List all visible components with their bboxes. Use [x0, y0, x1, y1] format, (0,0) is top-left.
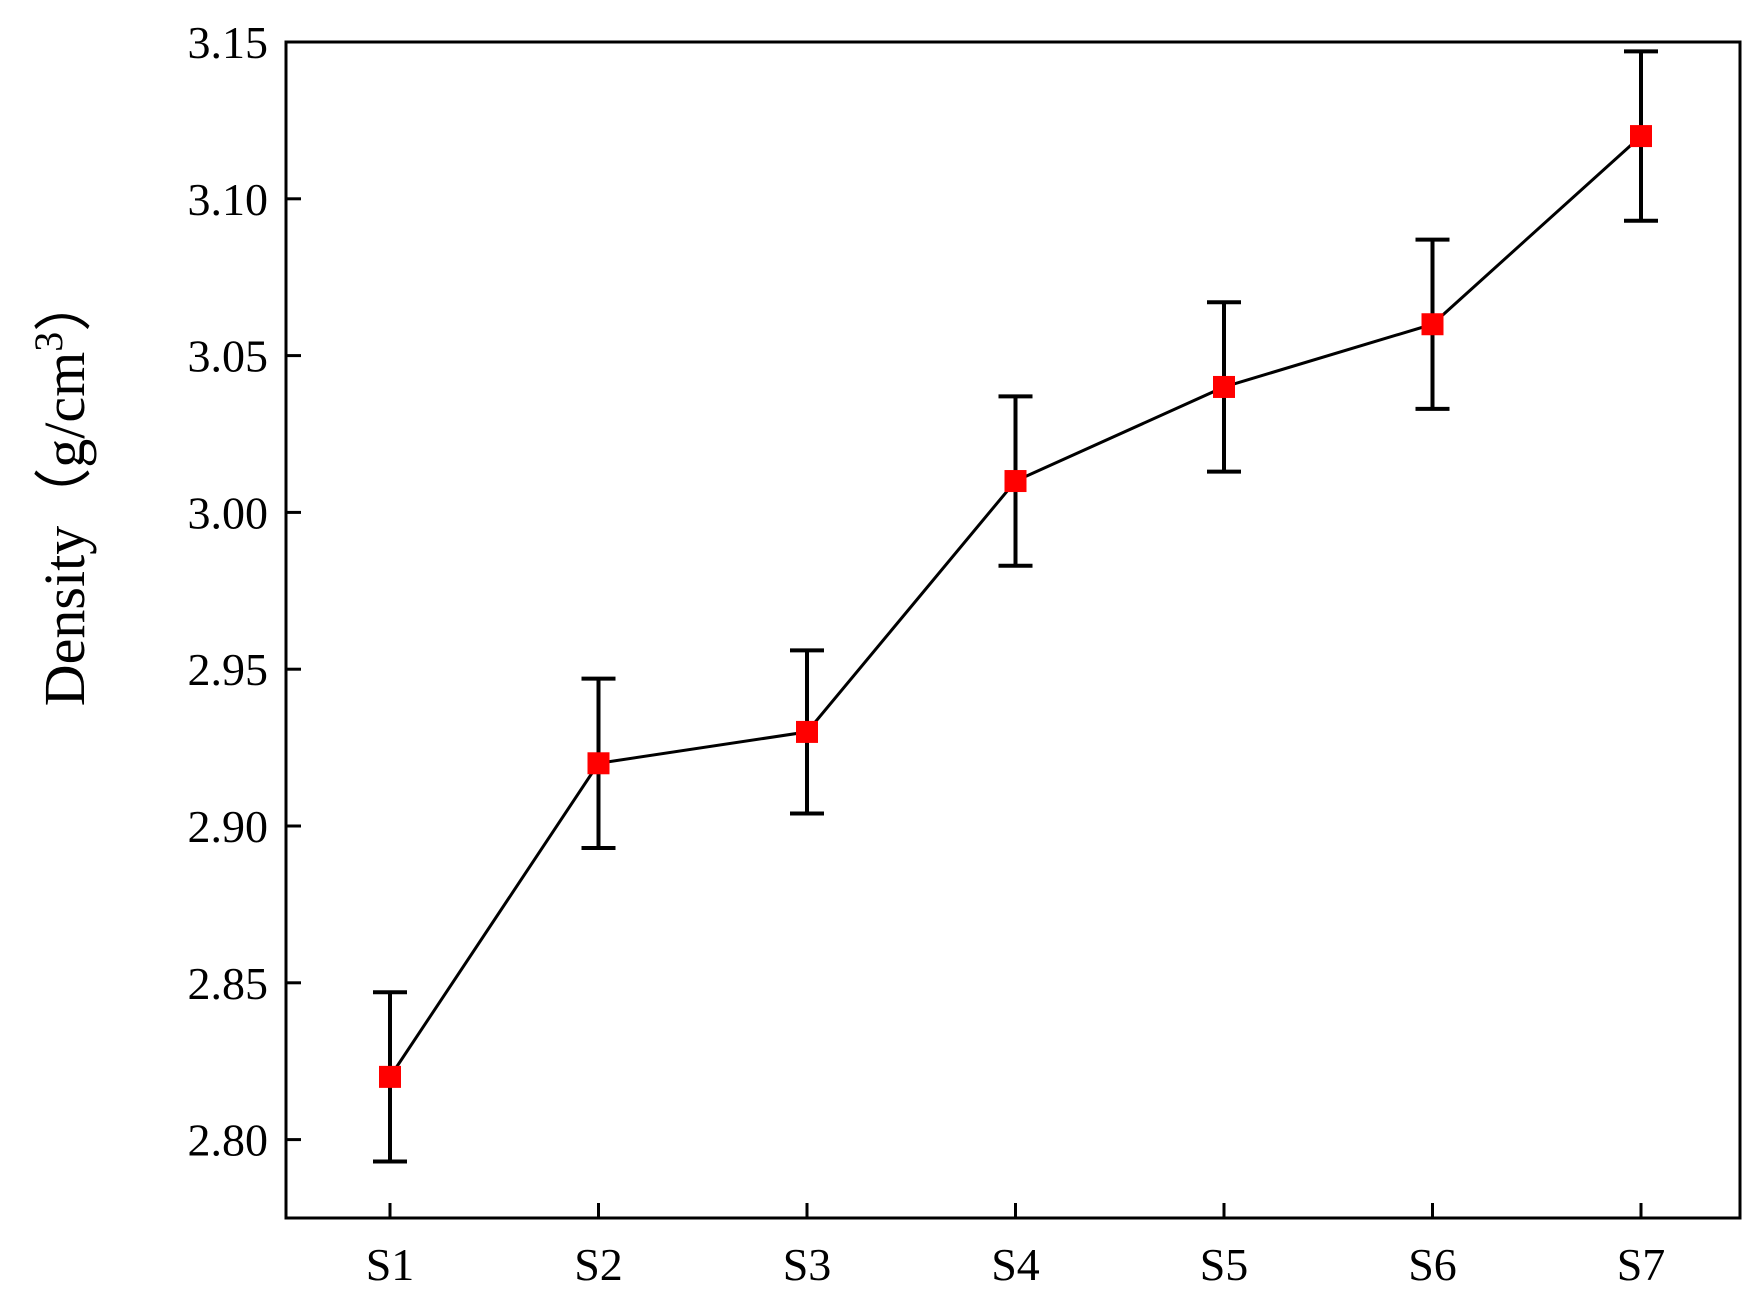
y-axis-title-close: ） [32, 274, 97, 332]
data-point [1421, 313, 1444, 336]
error-bars [373, 49, 1658, 1164]
x-tick-label: S5 [1200, 1239, 1249, 1290]
y-tick-label: 2.90 [188, 801, 269, 852]
y-axis-title-main: Density [32, 526, 97, 706]
x-tick-label: S7 [1617, 1239, 1666, 1290]
y-axis-ticks: 2.80 2.85 2.90 2.95 3.00 3.05 3.10 3.15 [188, 17, 301, 1166]
x-tick-label: S1 [366, 1239, 415, 1290]
y-axis-title-superscript: 3 [26, 332, 71, 352]
data-point [1213, 375, 1235, 398]
data-point [796, 720, 818, 743]
y-axis-title: Density（g/cm3） [26, 274, 97, 706]
data-point [1630, 125, 1652, 148]
data-point [587, 752, 610, 775]
data-point [379, 1065, 401, 1088]
y-tick-label: 2.80 [188, 1115, 269, 1166]
x-tick-label: S4 [991, 1239, 1040, 1290]
x-tick-label: S6 [1408, 1239, 1457, 1290]
y-tick-label: 3.15 [188, 17, 269, 68]
data-points [379, 125, 1652, 1088]
y-tick-label: 2.85 [188, 958, 269, 1009]
y-tick-label: 3.00 [188, 487, 269, 538]
x-tick-label: S2 [574, 1239, 623, 1290]
x-tick-label: S3 [783, 1239, 832, 1290]
series-lines [388, 134, 1643, 1078]
series-line [388, 134, 1643, 1078]
data-point [1004, 470, 1027, 493]
y-tick-label: 2.95 [188, 644, 269, 695]
plot-frame [284, 40, 1742, 1220]
y-axis-title-unit: （g/cm [32, 352, 97, 526]
x-axis-ticks: S1 S2 S3 S4 S5 S6 S7 [366, 1203, 1666, 1290]
y-tick-label: 3.10 [188, 174, 269, 225]
y-tick-label: 3.05 [188, 331, 269, 382]
